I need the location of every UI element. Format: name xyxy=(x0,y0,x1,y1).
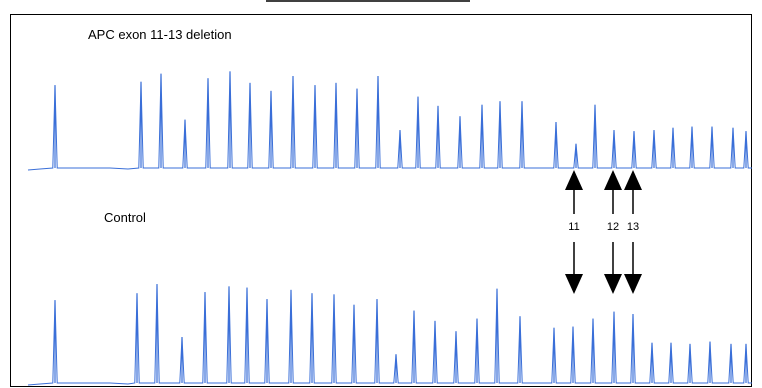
up-arrow-head xyxy=(624,170,642,190)
figure-frame xyxy=(10,14,752,387)
deletion-trace-line xyxy=(27,71,752,171)
control-trace-line xyxy=(27,284,752,386)
up-arrow-head xyxy=(565,170,583,190)
exon-label: 12 xyxy=(607,221,619,233)
down-arrow-head xyxy=(604,274,622,294)
exon-label: 11 xyxy=(568,221,579,233)
exon-label: 13 xyxy=(627,221,639,233)
exon-arrows: 11 12 13 xyxy=(565,170,642,294)
down-arrow-head xyxy=(565,274,583,294)
up-arrow-head xyxy=(604,170,622,190)
down-arrow-head xyxy=(624,274,642,294)
control-peaks xyxy=(54,284,747,383)
control-trace-title: Control xyxy=(104,210,146,225)
deletion-trace-title: APC exon 11-13 deletion xyxy=(88,27,232,42)
deletion-peaks xyxy=(54,71,747,168)
